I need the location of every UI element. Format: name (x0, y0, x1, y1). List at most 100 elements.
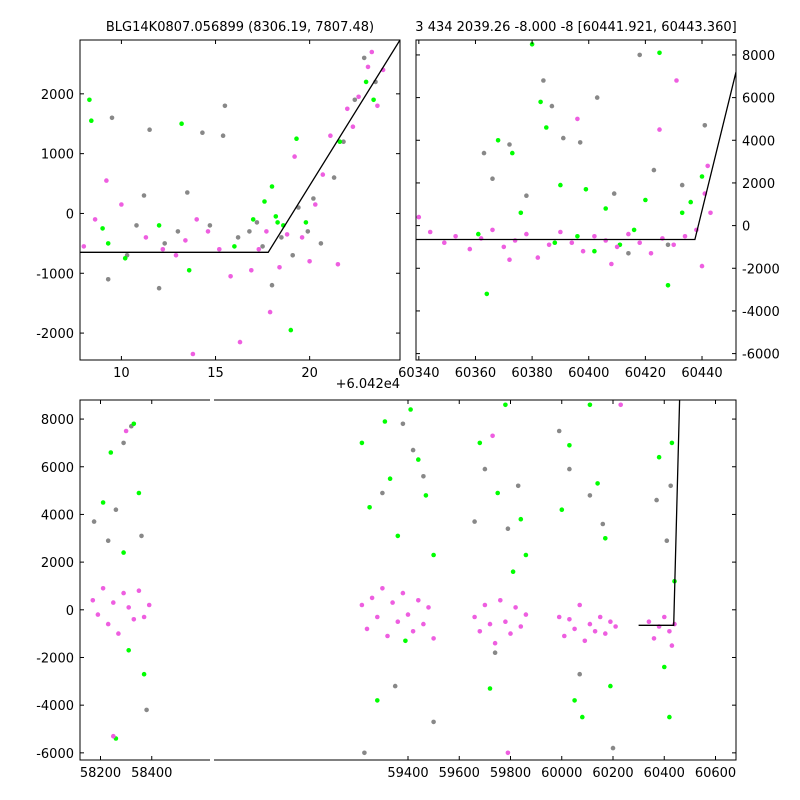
data-point-pink (490, 227, 495, 233)
data-point-green (273, 214, 279, 219)
top-right-plot-area (416, 42, 736, 297)
data-point-pink (431, 636, 436, 641)
top-right-panel: 3 434 2039.26 -8.000 -8 [60441.921, 6044… (398, 20, 780, 381)
bottom-panel: 58200 58400 59400 59600 59800 60000 60200 60400… (36, 398, 737, 781)
data-point-gray (109, 115, 115, 121)
data-point-green (558, 182, 563, 188)
axis-break-top (210, 398, 214, 402)
data-point-green (371, 97, 376, 103)
data-point-pink (582, 638, 588, 644)
data-point-gray (481, 150, 487, 156)
data-point-pink (345, 106, 350, 112)
data-point-green (337, 139, 343, 144)
data-point-pink (141, 614, 147, 620)
data-point-pink (90, 598, 96, 603)
data-point-pink (597, 614, 603, 620)
data-point-pink (81, 244, 87, 249)
data-point-gray (121, 440, 126, 446)
data-point-gray (200, 130, 205, 135)
data-point-pink (416, 214, 422, 220)
data-point-green (688, 199, 693, 205)
data-point-gray (679, 182, 685, 188)
data-point-pink (505, 750, 511, 756)
data-point-pink (284, 232, 290, 237)
data-point-green (510, 569, 516, 574)
data-point-gray (141, 193, 147, 198)
data-point-green (367, 505, 372, 510)
data-point-pink (116, 631, 121, 636)
y-tick-label: 6000 (742, 92, 775, 107)
data-point-pink (100, 586, 106, 591)
model-line (638, 400, 681, 626)
data-point-gray (279, 235, 284, 240)
data-point-pink (264, 229, 269, 234)
data-point-gray (91, 519, 97, 524)
data-point-pink (609, 261, 614, 267)
y-tick-label: -6000 (742, 348, 780, 363)
data-point-green (608, 683, 613, 689)
data-point-pink (603, 631, 608, 636)
y-tick-label: 0 (66, 604, 74, 619)
data-point-gray (490, 176, 495, 181)
data-point-gray (567, 466, 572, 472)
data-point-gray (144, 707, 149, 713)
data-point-gray (410, 447, 416, 453)
data-point-pink (472, 614, 477, 620)
data-point-gray (400, 421, 406, 427)
data-point-green (643, 197, 648, 203)
y-tick-label: -4000 (36, 699, 74, 714)
y-tick-label: 2000 (41, 556, 74, 571)
data-point-gray (105, 277, 111, 282)
data-point-gray (541, 78, 546, 83)
data-point-pink (482, 602, 488, 608)
data-point-green (699, 174, 705, 179)
data-point-gray (235, 235, 241, 240)
data-point-pink (487, 621, 493, 627)
data-point-gray (664, 538, 670, 543)
y-tick-label: -2000 (742, 262, 780, 277)
data-point-gray (175, 229, 181, 234)
x-tick-label: 60400 (644, 766, 685, 781)
data-point-green (121, 550, 126, 555)
x-tick-label: 59400 (387, 766, 428, 781)
x-tick-label: 60000 (541, 766, 582, 781)
data-point-green (665, 283, 671, 288)
data-point-gray (482, 466, 488, 472)
data-point-green (523, 552, 529, 558)
data-point-green (657, 50, 662, 56)
y-tick-label: -4000 (742, 305, 780, 320)
data-point-gray (626, 251, 631, 256)
data-point-pink (217, 247, 222, 252)
data-point-gray (668, 483, 673, 489)
data-point-green (518, 516, 524, 522)
top-right-axes-frame (415, 39, 737, 361)
y-tick-label: -2000 (36, 651, 74, 666)
data-point-green (179, 121, 184, 126)
bottom-plot-area (90, 400, 681, 756)
data-point-gray (311, 196, 316, 201)
data-point-pink (146, 602, 152, 608)
data-point-gray (362, 750, 367, 756)
data-point-gray (352, 97, 358, 103)
data-point-pink (375, 614, 380, 620)
data-point-pink (569, 240, 575, 245)
data-point-pink (143, 235, 149, 240)
data-point-gray (156, 285, 162, 291)
data-point-green (423, 493, 429, 498)
data-point-green (529, 42, 535, 47)
data-point-pink (513, 605, 518, 610)
data-point-gray (247, 229, 252, 234)
y-tick-label: 4000 (742, 134, 775, 149)
data-point-gray (207, 223, 213, 228)
data-point-pink (292, 154, 297, 159)
data-point-green (595, 481, 600, 486)
data-point-pink (662, 614, 667, 620)
data-point-pink (508, 631, 513, 636)
data-point-pink (416, 598, 421, 603)
data-point-green (603, 206, 608, 211)
data-point-pink (299, 235, 305, 240)
data-point-pink (421, 621, 426, 627)
data-point-pink (705, 163, 710, 169)
data-point-pink (335, 262, 341, 267)
